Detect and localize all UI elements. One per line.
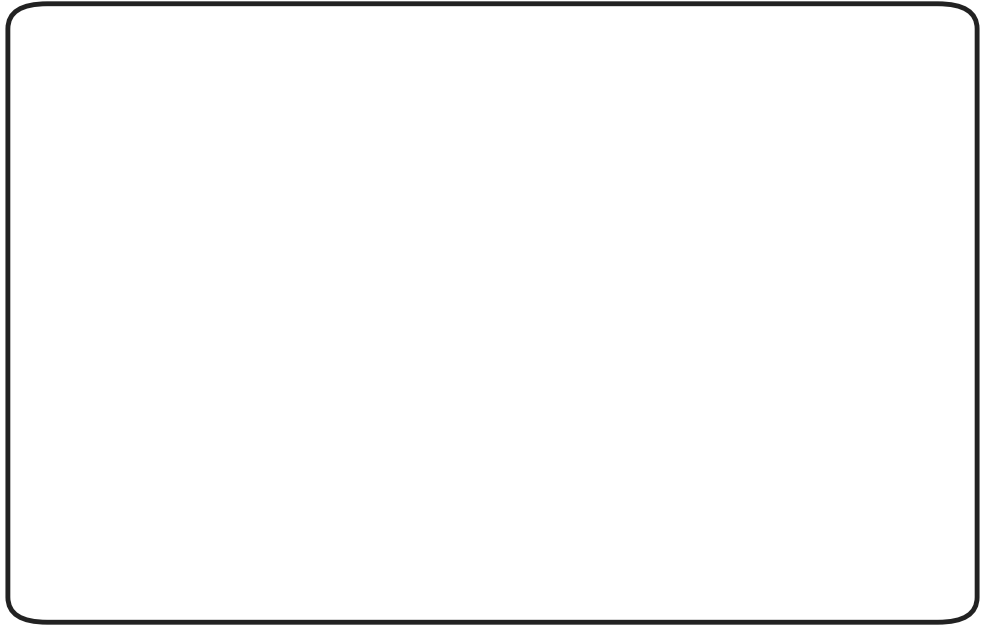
Bar [373, 321, 396, 401]
Bar [822, 203, 845, 321]
Bar [486, 321, 508, 419]
Bar [336, 321, 359, 406]
Text: -22.50: -22.50 [588, 305, 630, 318]
Text: ▲: ▲ [790, 275, 803, 293]
Text: -4.25: -4.25 [405, 305, 439, 318]
Text: ▲: ▲ [902, 167, 915, 185]
Bar [448, 321, 471, 354]
Bar [748, 321, 770, 354]
Bar [560, 321, 583, 462]
FancyBboxPatch shape [12, 4, 973, 138]
Bar [673, 321, 695, 434]
Bar [898, 203, 920, 321]
Text: 12.50: 12.50 [890, 187, 928, 200]
Bar [635, 321, 658, 513]
FancyBboxPatch shape [33, 14, 163, 128]
Bar [186, 321, 209, 401]
Bar [103, 321, 965, 344]
Bar [103, 462, 965, 485]
Bar [103, 508, 965, 532]
Bar [149, 321, 170, 396]
Text: RECYCLING: RECYCLING [416, 23, 694, 66]
Bar [523, 321, 546, 349]
Text: -8.00: -8.00 [143, 305, 176, 318]
Text: 12.50: 12.50 [778, 295, 816, 308]
Bar [261, 321, 284, 471]
Text: BUSY: BUSY [53, 38, 141, 66]
Text: -11.00: -11.00 [214, 305, 255, 318]
Bar [103, 321, 965, 560]
Bar [411, 321, 433, 361]
Bar [785, 312, 808, 321]
Bar [103, 415, 965, 438]
Text: BINS®: BINS® [43, 92, 151, 120]
Text: ▼: ▼ [603, 294, 616, 312]
Bar [860, 269, 883, 321]
Bar [103, 368, 965, 391]
Bar [298, 321, 321, 429]
Bar [710, 321, 733, 424]
Text: Changing Price Per Tonne – Wood: Changing Price Per Tonne – Wood [333, 91, 777, 115]
Bar [224, 321, 246, 424]
Text: ☺: ☺ [41, 59, 67, 83]
Bar [598, 321, 621, 532]
